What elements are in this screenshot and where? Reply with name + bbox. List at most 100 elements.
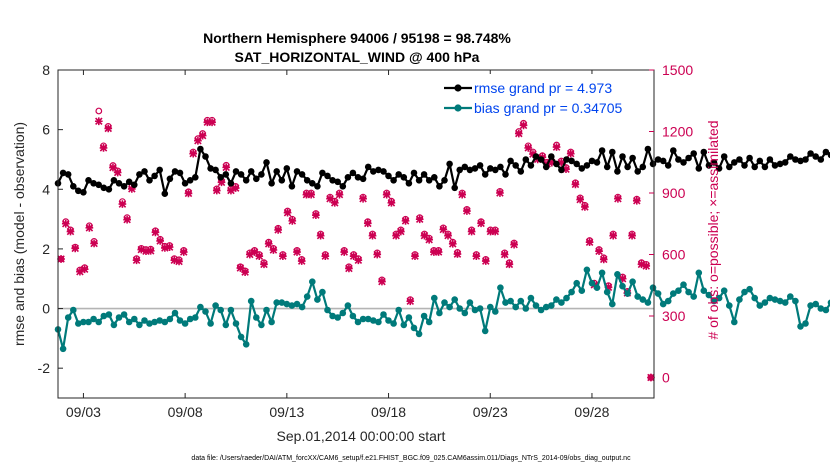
obs-assimilated-marker bbox=[241, 268, 249, 276]
bias-point bbox=[125, 318, 133, 326]
obs-assimilated-marker bbox=[132, 256, 141, 265]
obs-assimilated-marker bbox=[444, 231, 452, 240]
obs-assimilated-marker bbox=[76, 267, 84, 276]
y-tick-label-left: 0 bbox=[42, 301, 50, 317]
obs-assimilated-marker bbox=[123, 215, 131, 224]
bias-point bbox=[817, 305, 825, 312]
bias-point bbox=[476, 305, 484, 312]
bias-point bbox=[207, 320, 214, 327]
bias-point bbox=[578, 287, 586, 295]
rmse-point bbox=[186, 177, 194, 184]
bias-point bbox=[563, 294, 570, 302]
bias-point bbox=[339, 309, 347, 317]
rmse-point bbox=[517, 168, 525, 175]
rmse-point bbox=[802, 156, 809, 163]
rmse-point bbox=[197, 145, 204, 153]
bias-point bbox=[380, 311, 387, 318]
rmse-point bbox=[217, 174, 224, 181]
bias-point bbox=[395, 306, 403, 314]
bias-point bbox=[634, 293, 641, 300]
bias-point bbox=[202, 308, 209, 315]
rmse-point bbox=[634, 168, 641, 175]
bias-point bbox=[405, 314, 413, 321]
obs-assimilated-marker bbox=[260, 260, 268, 269]
rmse-point bbox=[100, 184, 108, 192]
bias-point bbox=[492, 308, 499, 315]
rmse-point bbox=[324, 172, 331, 180]
bias-point bbox=[507, 297, 514, 305]
obs-assimilated-marker bbox=[387, 199, 396, 207]
bias-point bbox=[197, 303, 204, 311]
obs-assimilated-marker bbox=[179, 248, 188, 256]
rmse-point bbox=[268, 180, 275, 187]
y-tick-label-left: 4 bbox=[42, 181, 50, 197]
rmse-point bbox=[80, 189, 87, 196]
bias-point bbox=[461, 309, 469, 317]
rmse-point bbox=[227, 180, 235, 187]
bias-point bbox=[583, 266, 591, 274]
rmse-point bbox=[659, 157, 667, 165]
rmse-point bbox=[471, 165, 479, 172]
bias-point bbox=[247, 297, 255, 305]
obs-assimilated-marker bbox=[510, 240, 518, 249]
x-tick-label: 09/23 bbox=[473, 404, 508, 420]
x-axis-label: Sep.01,2014 00:00:00 start bbox=[277, 428, 446, 444]
obs-assimilated-marker bbox=[481, 257, 490, 265]
bias-point bbox=[731, 318, 738, 326]
rmse-point bbox=[431, 174, 438, 181]
bias-point bbox=[349, 312, 357, 320]
bias-point bbox=[252, 314, 260, 321]
rmse-point bbox=[624, 163, 631, 171]
rmse-point bbox=[278, 177, 286, 184]
bias-point bbox=[659, 300, 667, 308]
rmse-point bbox=[222, 171, 230, 178]
rmse-point bbox=[461, 163, 469, 171]
rmse-point bbox=[202, 153, 209, 160]
rmse-point bbox=[705, 162, 713, 169]
rmse-point bbox=[441, 177, 448, 184]
rmse-point bbox=[609, 148, 616, 156]
y-axis-label-right: # of obs: o=possible; ×=assimilated bbox=[705, 120, 721, 339]
obs-assimilated-marker bbox=[255, 252, 264, 260]
rmse-point bbox=[339, 183, 347, 190]
obs-assimilated-marker bbox=[576, 195, 585, 204]
rmse-point bbox=[690, 150, 697, 157]
rmse-point bbox=[726, 163, 733, 171]
rmse-point bbox=[451, 184, 459, 192]
rmse-point bbox=[390, 177, 397, 184]
bias-point bbox=[212, 302, 219, 309]
rmse-point bbox=[603, 163, 611, 171]
rmse-point bbox=[619, 153, 626, 160]
obs-assimilated-marker bbox=[448, 240, 457, 248]
bias-point bbox=[776, 297, 784, 305]
rmse-point bbox=[446, 160, 453, 168]
rmse-point bbox=[664, 162, 672, 169]
rmse-point bbox=[59, 169, 67, 177]
obs-assimilated-marker bbox=[236, 264, 245, 272]
rmse-point bbox=[644, 145, 652, 153]
bias-point bbox=[644, 299, 652, 306]
y-tick-label-right: 300 bbox=[662, 308, 686, 324]
bias-point bbox=[502, 299, 509, 306]
obs-assimilated-marker bbox=[514, 129, 523, 138]
rmse-point bbox=[151, 172, 158, 180]
rmse-point bbox=[136, 171, 143, 178]
bias-point bbox=[273, 299, 281, 306]
rmse-point bbox=[578, 165, 586, 172]
rmse-point bbox=[247, 168, 255, 175]
rmse-point bbox=[166, 175, 174, 183]
rmse-point bbox=[710, 159, 718, 166]
bias-point bbox=[675, 287, 682, 295]
obs-assimilated-marker bbox=[406, 297, 415, 306]
rmse-point bbox=[695, 165, 703, 172]
rmse-point bbox=[497, 163, 504, 171]
obs-assimilated-marker bbox=[581, 203, 589, 211]
bias-point bbox=[293, 300, 301, 308]
rmse-point bbox=[90, 180, 97, 187]
obs-assimilated-marker bbox=[227, 186, 235, 195]
rmse-point bbox=[792, 156, 799, 163]
rmse-point bbox=[146, 177, 153, 184]
obs-assimilated-marker bbox=[71, 244, 80, 253]
bias-point bbox=[385, 317, 392, 324]
